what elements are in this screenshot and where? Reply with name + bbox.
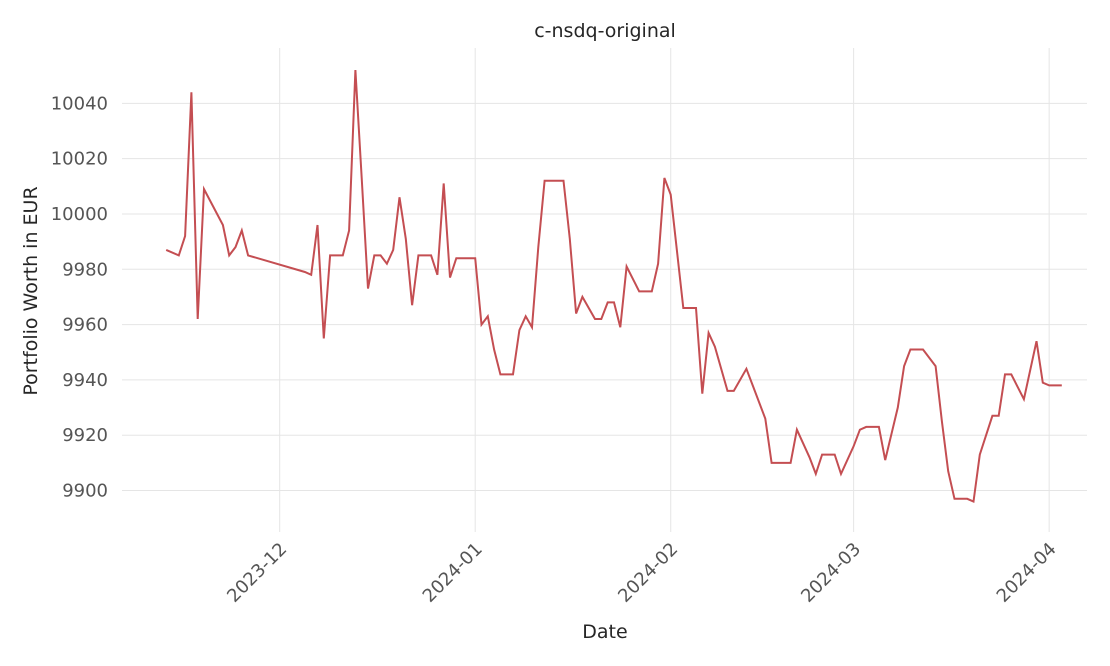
y-tick-label: 9960 bbox=[62, 315, 108, 336]
y-axis-label: Portfolio Worth in EUR bbox=[20, 186, 42, 395]
x-tick-labels: 2023-12 2024-01 2024-02 2024-03 2024-04 bbox=[223, 539, 1061, 607]
y-tick-label: 10040 bbox=[51, 93, 108, 114]
x-tick-label: 2024-01 bbox=[419, 539, 487, 607]
y-tick-label: 9920 bbox=[62, 425, 108, 446]
y-tick-labels: 9900 9920 9940 9960 9980 10000 10020 10040 bbox=[51, 93, 108, 501]
series-line bbox=[165, 70, 1062, 504]
y-tick-label: 9980 bbox=[62, 259, 108, 280]
y-tick-label: 10000 bbox=[51, 204, 108, 225]
x-tick-label: 2024-03 bbox=[797, 539, 865, 607]
y-tick-label: 9940 bbox=[62, 370, 108, 391]
y-tick-label: 9900 bbox=[62, 481, 108, 502]
chart-title: c-nsdq-original bbox=[534, 20, 676, 42]
x-tick-label: 2024-04 bbox=[993, 539, 1061, 607]
x-tick-label: 2024-02 bbox=[614, 539, 682, 607]
x-axis-label: Date bbox=[582, 621, 627, 643]
x-tick-label: 2023-12 bbox=[223, 539, 291, 607]
y-gridlines bbox=[122, 102, 1087, 492]
y-tick-label: 10020 bbox=[51, 149, 108, 170]
x-gridlines bbox=[279, 48, 1050, 532]
